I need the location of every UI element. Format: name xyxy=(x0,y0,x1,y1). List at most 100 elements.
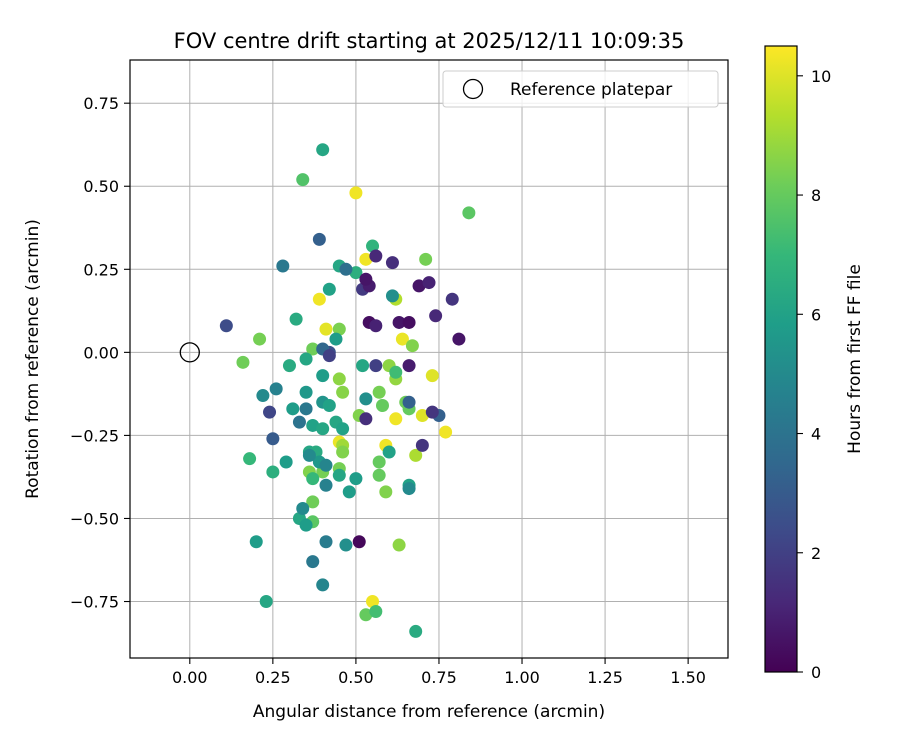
scatter-point xyxy=(299,352,313,366)
scatter-point xyxy=(452,332,466,346)
scatter-point xyxy=(322,349,336,363)
scatter-point xyxy=(336,422,350,436)
scatter-point xyxy=(296,173,310,187)
scatter-point xyxy=(409,624,423,638)
scatter-point xyxy=(292,415,306,429)
scatter-point xyxy=(312,232,326,246)
y-tick-label: 0.25 xyxy=(83,260,119,279)
scatter-point xyxy=(369,359,383,373)
scatter-point xyxy=(319,478,333,492)
scatter-point xyxy=(359,272,373,286)
scatter-point xyxy=(349,266,363,280)
scatter-point xyxy=(372,468,386,482)
scatter-point xyxy=(402,395,416,409)
scatter-point xyxy=(322,282,336,296)
scatter-point xyxy=(299,402,313,416)
scatter-point xyxy=(359,392,373,406)
scatter-point xyxy=(359,412,373,426)
scatter-point xyxy=(372,455,386,469)
scatter-point xyxy=(312,292,326,306)
x-tick-label: 0.00 xyxy=(172,668,208,687)
scatter-point xyxy=(415,438,429,452)
legend-label-reference: Reference platepar xyxy=(510,80,672,100)
scatter-point xyxy=(266,432,280,446)
scatter-point xyxy=(375,399,389,413)
scatter-point xyxy=(339,538,353,552)
scatter-point xyxy=(405,339,419,353)
scatter-point xyxy=(276,259,290,273)
x-tick-label: 0.25 xyxy=(255,668,291,687)
colorbar-tick-label: 0 xyxy=(811,663,821,682)
scatter-point xyxy=(319,322,333,336)
scatter-point xyxy=(263,405,277,419)
scatter-point xyxy=(369,319,383,333)
scatter-point xyxy=(329,332,343,346)
scatter-point xyxy=(402,359,416,373)
x-tick-label: 0.50 xyxy=(338,668,374,687)
axes-ticks: 0.00 0.25 0.50 0.75 1.00 1.25 1.50 −0.75 −0.50 −0… xyxy=(70,94,706,687)
x-tick-label: 1.00 xyxy=(504,668,540,687)
legend-box xyxy=(442,70,719,108)
colorbar-tick-label: 4 xyxy=(811,425,821,444)
scatter-point xyxy=(336,385,350,399)
scatter-point xyxy=(395,332,409,346)
data-points xyxy=(179,143,476,638)
y-tick-label: −0.75 xyxy=(70,593,119,612)
colorbar-tick-label: 6 xyxy=(811,305,821,324)
colorbar-tick-label: 2 xyxy=(811,544,821,563)
scatter-point xyxy=(356,359,370,373)
scatter-point xyxy=(336,445,350,459)
scatter-point xyxy=(306,342,320,356)
scatter-point xyxy=(382,445,396,459)
scatter-point xyxy=(282,359,296,373)
colorbar-tick-label: 10 xyxy=(811,67,831,86)
scatter-point xyxy=(392,538,406,552)
scatter-point xyxy=(316,422,330,436)
x-tick-label: 1.25 xyxy=(587,668,623,687)
scatter-point xyxy=(425,405,439,419)
legend-marker-reference xyxy=(462,78,484,100)
scatter-point xyxy=(425,369,439,383)
scatter-point xyxy=(266,465,280,479)
scatter-point xyxy=(256,389,270,403)
scatter-point xyxy=(422,276,436,290)
colorbar-tick-label: 8 xyxy=(811,186,821,205)
scatter-point xyxy=(322,399,336,413)
scatter-point xyxy=(349,472,363,486)
y-tick-label: −0.25 xyxy=(70,426,119,445)
scatter-point xyxy=(366,595,380,609)
scatter-point xyxy=(289,312,303,326)
scatter-point xyxy=(359,608,373,622)
scatter-point xyxy=(392,315,406,329)
scatter-point xyxy=(332,372,346,386)
scatter-point xyxy=(409,448,423,462)
scatter-point xyxy=(389,412,403,426)
reference-platepar-marker xyxy=(179,342,200,363)
scatter-point xyxy=(402,482,416,496)
scatter-point xyxy=(369,249,383,263)
scatter-point xyxy=(439,425,453,439)
scatter-point xyxy=(332,322,346,336)
scatter-point xyxy=(352,535,366,549)
scatter-point xyxy=(299,385,313,399)
y-tick-label: 0.00 xyxy=(83,343,119,362)
plot-frame xyxy=(129,59,729,659)
scatter-point xyxy=(302,448,316,462)
scatter-point xyxy=(259,595,273,609)
scatter-point xyxy=(332,468,346,482)
scatter-point xyxy=(299,518,313,532)
scatter-point xyxy=(366,239,380,253)
scatter-point xyxy=(389,365,403,379)
scatter-point xyxy=(445,292,459,306)
scatter-point xyxy=(415,408,429,422)
scatter-point xyxy=(412,279,426,293)
scatter-point xyxy=(269,382,283,396)
scatter-point xyxy=(316,578,330,592)
scatter-point xyxy=(279,455,293,469)
scatter-point xyxy=(319,535,333,549)
scatter-point xyxy=(306,418,320,432)
scatter-point xyxy=(419,252,433,266)
scatter-point xyxy=(219,319,233,333)
y-axis-label: Rotation from reference (arcmin) xyxy=(23,219,43,499)
